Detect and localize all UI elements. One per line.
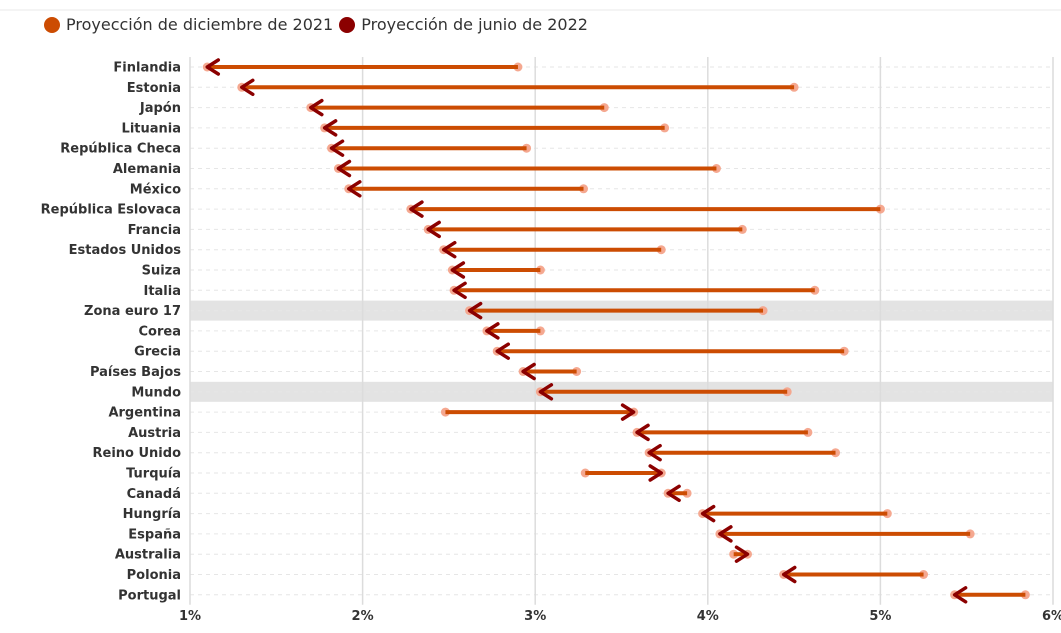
x-tick-label: 3% [524,609,546,624]
category-label: Grecia [134,345,181,360]
category-label: Turquía [126,467,181,482]
x-tick-label: 5% [869,609,891,624]
category-label: Francia [128,223,181,238]
category-label: Alemania [113,162,181,177]
category-label: Corea [139,324,181,339]
category-label: Reino Unido [93,446,182,461]
category-label: Polonia [127,568,181,583]
category-label: Italia [143,284,181,299]
x-tick-label: 1% [179,609,201,624]
category-label: Suiza [142,264,181,279]
category-label: México [130,182,181,197]
category-label: Zona euro 17 [84,304,181,319]
category-label: República Checa [60,142,181,157]
category-label: Austria [128,426,181,441]
category-label: España [128,527,181,542]
category-label: Lituania [122,121,181,136]
x-tick-label: 2% [352,609,374,624]
category-label: Portugal [118,588,181,603]
category-label: Australia [115,548,181,563]
category-label: Estonia [127,81,181,96]
category-label: Canadá [127,487,181,502]
category-label: Mundo [131,385,181,400]
category-label: Estados Unidos [69,243,182,258]
category-label: República Eslovaca [41,203,181,218]
category-label: Argentina [108,406,181,421]
x-tick-label: 4% [697,609,719,624]
category-label: Países Bajos [90,365,181,380]
category-label: Hungría [123,507,181,522]
category-label: Japón [139,101,181,116]
x-tick-label: 6% [1042,609,1061,624]
category-label: Finlandia [113,61,181,76]
